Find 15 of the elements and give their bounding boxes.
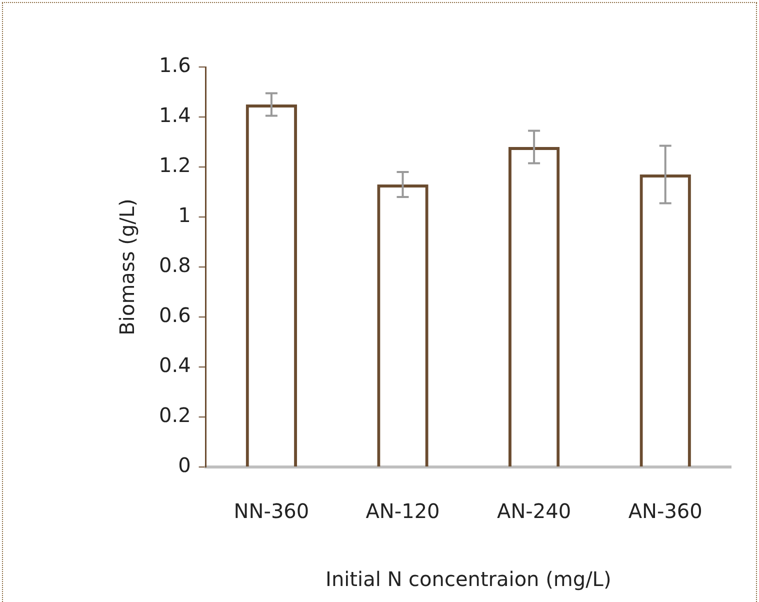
y-tick-label: 0.4 bbox=[158, 353, 191, 378]
y-tick-label: 1.4 bbox=[158, 103, 191, 128]
y-tick-label: 0.6 bbox=[158, 303, 191, 328]
y-tick-label: 0.8 bbox=[158, 253, 191, 278]
y-tick-label: 1.2 bbox=[158, 153, 191, 178]
y-tick-label: 1.6 bbox=[158, 53, 191, 78]
y-tick-label: 0.2 bbox=[158, 403, 191, 428]
x-tick-label: AN-120 bbox=[366, 499, 440, 524]
x-tick-label: AN-360 bbox=[628, 499, 702, 524]
y-axis-title: Biomass (g/L) bbox=[115, 198, 140, 336]
x-axis-title: Initial N concentraion (mg/L) bbox=[326, 567, 612, 592]
x-tick-label: NN-360 bbox=[234, 499, 310, 524]
y-tick-label: 0 bbox=[178, 453, 191, 478]
x-tick-label: AN-240 bbox=[497, 499, 572, 524]
y-tick-label: 1 bbox=[178, 203, 191, 228]
